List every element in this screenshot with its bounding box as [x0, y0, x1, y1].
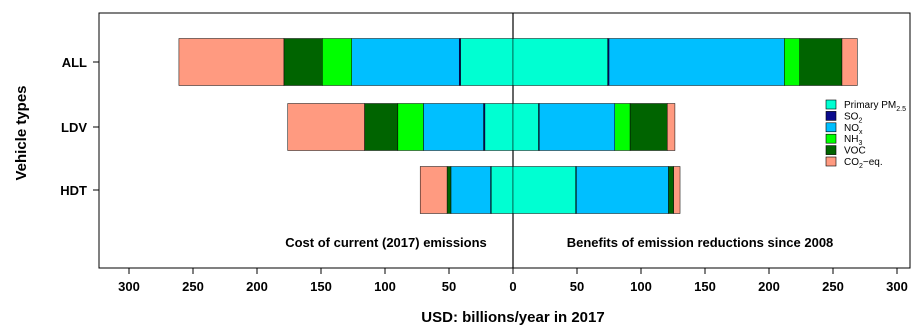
- bar-cost-nh3-all: [322, 38, 352, 86]
- legend-label-pm25: Primary PM2.5: [844, 100, 906, 113]
- plot-area: [98, 12, 911, 269]
- bar-benefit-voc-hdt: [668, 166, 674, 214]
- x-tick-label: 250: [822, 279, 844, 294]
- bar-benefit-voc-ldv: [629, 103, 668, 151]
- legend-label-co2: CO2−eq.: [844, 157, 883, 170]
- x-axis: 300 250 200 150 100 50 0 50 100 150 200 250 300: [118, 268, 908, 294]
- legend-swatch-co2: [825, 156, 837, 167]
- bar-benefit-nox-all: [608, 38, 785, 86]
- x-tick-label: 150: [694, 279, 716, 294]
- y-tick-label: ALL: [62, 55, 87, 70]
- bar-cost-nox-hdt: [450, 166, 491, 214]
- x-tick-label: 250: [182, 279, 204, 294]
- legend-label-subscript: 3: [858, 140, 862, 147]
- bar-benefit-co2-ldv: [666, 103, 676, 151]
- bar-cost-pm25-hdt: [490, 166, 514, 214]
- bar-benefit-co2-all: [841, 38, 858, 86]
- legend-label-subscript: x: [859, 129, 863, 136]
- legend-label-text: CO: [844, 157, 859, 168]
- legend-label-subscript: 2: [859, 163, 863, 170]
- y-axis: ALL LDV HDT: [60, 55, 99, 198]
- legend-label-text: VOC: [844, 146, 866, 157]
- bar-cost-pm25-all: [460, 38, 514, 86]
- bars: [178, 38, 858, 214]
- x-tick-label: 50: [442, 279, 456, 294]
- bar-cost-nox-all: [351, 38, 460, 86]
- x-tick-label: 100: [630, 279, 652, 294]
- bar-cost-voc-hdt: [446, 166, 452, 214]
- benefit-annotation: Benefits of emission reductions since 20…: [567, 235, 834, 250]
- legend-swatch-nox: [825, 122, 837, 133]
- x-tick-label: 200: [758, 279, 780, 294]
- x-tick-label: 300: [886, 279, 908, 294]
- bar-cost-nox-ldv: [423, 103, 484, 151]
- x-tick-label: 150: [310, 279, 332, 294]
- bar-benefit-co2-hdt: [673, 166, 681, 214]
- legend-label-so2: SO2: [844, 111, 862, 124]
- x-tick-label: 100: [374, 279, 396, 294]
- bar-cost-co2-ldv: [287, 103, 365, 151]
- legend-swatch-pm25: [825, 99, 837, 110]
- cost-annotation: Cost of current (2017) emissions: [285, 235, 487, 250]
- x-axis-title: USD: billions/year in 2017: [421, 309, 604, 326]
- legend-label-text: NH: [844, 134, 858, 145]
- bar-cost-co2-all: [178, 38, 285, 86]
- legend-swatch-so2: [825, 111, 837, 121]
- x-tick-label: 50: [570, 279, 584, 294]
- bar-benefit-nox-hdt: [576, 166, 669, 214]
- bar-cost-co2-hdt: [419, 166, 448, 214]
- y-axis-title: Vehicle types: [13, 85, 30, 180]
- bar-cost-pm25-ldv: [484, 103, 514, 151]
- y-tick-label: LDV: [61, 120, 87, 135]
- bar-benefit-pm25-hdt: [512, 166, 576, 214]
- bar-benefit-nh3-all: [784, 38, 800, 86]
- legend-label-nh3: NH3: [844, 134, 862, 147]
- legend-swatch-nh3: [825, 133, 837, 144]
- bar-benefit-nox-ldv: [538, 103, 616, 151]
- bar-benefit-pm25-ldv: [512, 103, 539, 151]
- legend-label-text: NO: [844, 123, 859, 134]
- x-tick-label: 300: [118, 279, 140, 294]
- bar-benefit-pm25-all: [512, 38, 608, 86]
- y-tick-label: HDT: [60, 183, 87, 198]
- legend-swatch-voc: [825, 145, 837, 155]
- bar-benefit-nh3-ldv: [614, 103, 631, 151]
- bar-cost-voc-all: [283, 38, 323, 86]
- legend-label-subscript: 2.5: [896, 106, 906, 113]
- legend-label-subscript: 2: [858, 117, 862, 124]
- plot-frame: [98, 12, 911, 269]
- legend-label-voc: VOC: [844, 146, 866, 157]
- legend-label-nox: NOx: [844, 123, 863, 136]
- x-tick-label: 0: [509, 279, 516, 294]
- bar-cost-voc-ldv: [364, 103, 399, 151]
- bar-benefit-voc-all: [799, 38, 843, 86]
- legend-label-suffix: −eq.: [863, 157, 883, 168]
- x-tick-label: 200: [246, 279, 268, 294]
- bar-cost-nh3-ldv: [397, 103, 424, 151]
- legend-label-text: Primary PM: [844, 100, 896, 111]
- legend-label-text: SO: [844, 111, 859, 122]
